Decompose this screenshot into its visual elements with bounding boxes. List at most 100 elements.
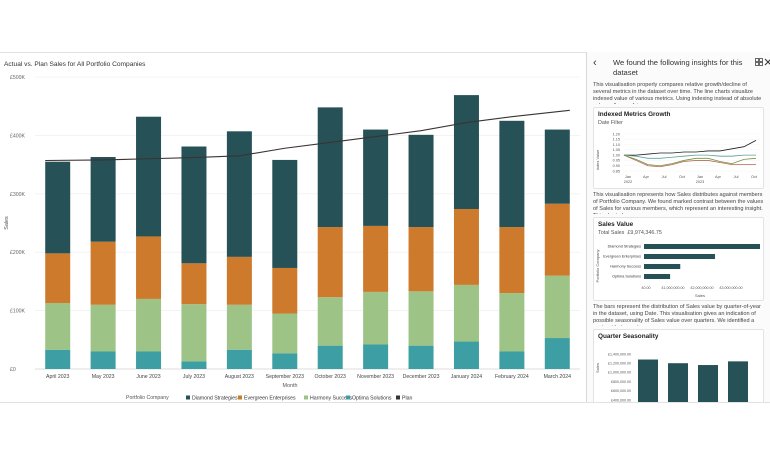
qs-bar[interactable] — [668, 363, 688, 402]
bar-segment[interactable] — [181, 146, 207, 264]
legend-swatch[interactable] — [346, 395, 350, 400]
bar-segment[interactable] — [90, 241, 116, 305]
legend-swatch[interactable] — [396, 395, 400, 400]
bar-segment[interactable] — [499, 120, 525, 228]
bar-segment[interactable] — [181, 263, 207, 305]
bar-segment[interactable] — [453, 341, 479, 369]
insight-card-indexed-metrics[interactable]: Indexed Metrics Growth Date Filter Index… — [593, 107, 764, 189]
bar-segment[interactable] — [226, 256, 252, 305]
bar-segment[interactable] — [226, 349, 252, 369]
bar-segment[interactable] — [408, 345, 434, 369]
bar-segment[interactable] — [317, 297, 343, 346]
bar-segment[interactable] — [90, 351, 116, 369]
bar-segment[interactable] — [45, 161, 71, 254]
bar-segment[interactable] — [45, 303, 71, 350]
x-tick-label: March 2024 — [544, 374, 572, 380]
legend-label[interactable]: Harmony Success — [310, 395, 352, 401]
qs-bar[interactable] — [638, 359, 658, 402]
bar-segment[interactable] — [453, 95, 479, 209]
qs-y-tick: £400,000.00 — [611, 398, 631, 402]
qs-y-tick: £600,000.00 — [611, 389, 631, 393]
insight-card-quarter-seasonality[interactable]: Quarter Seasonality Sales £1,400,000.00 £… — [593, 329, 764, 402]
bar-segment[interactable] — [90, 304, 116, 352]
bar-segment[interactable] — [136, 116, 162, 237]
legend-swatch[interactable] — [238, 395, 242, 400]
legend-label[interactable]: Diamond Strategies — [192, 395, 238, 401]
sv-bar[interactable] — [644, 244, 760, 249]
bar-segment[interactable] — [453, 284, 479, 342]
bar-segment[interactable] — [499, 293, 525, 352]
bar-segment[interactable] — [363, 129, 389, 226]
sv-x-label: Sales — [695, 293, 705, 298]
idx-y-tick: 1.05 — [613, 148, 620, 152]
bar-segment[interactable] — [499, 351, 525, 369]
idx-y-tick: 1.20 — [613, 132, 620, 136]
sv-bar[interactable] — [644, 264, 681, 269]
insights-panel: ‹ We found the following insights for th… — [586, 52, 770, 402]
card-title: Sales Value — [598, 221, 634, 228]
bar-segment[interactable] — [363, 291, 389, 345]
legend-label[interactable]: Evergreen Enterprises — [244, 395, 296, 401]
bar-segment[interactable] — [544, 129, 570, 204]
bar-segment[interactable] — [272, 159, 298, 268]
idx-y-tick: 1.15 — [613, 138, 620, 142]
qs-y-tick: £800,000.00 — [611, 380, 631, 384]
insight-card-sales-value[interactable]: Sales Value Total Sales £9,974,346.75 Po… — [593, 217, 764, 301]
bar-segment[interactable] — [181, 361, 207, 369]
legend-swatch[interactable] — [304, 395, 308, 400]
bar-segment[interactable] — [317, 107, 343, 228]
legend-label[interactable]: Optima Solutions — [352, 395, 392, 401]
bar-segment[interactable] — [136, 236, 162, 299]
sv-category-label: Evergreen Enterprises — [603, 255, 641, 259]
bar-segment[interactable] — [272, 267, 298, 314]
bar-segment[interactable] — [181, 304, 207, 362]
bar-segment[interactable] — [317, 227, 343, 298]
bar-segment[interactable] — [453, 208, 479, 285]
chart-legend[interactable]: Diamond Strategies Evergreen Enterprises H… — [186, 395, 412, 401]
idx-x-tick: Apr — [643, 175, 650, 179]
bar-segment[interactable] — [272, 353, 298, 369]
bar-segment[interactable] — [408, 291, 434, 346]
date-filter-label[interactable]: Date Filter — [598, 120, 623, 126]
bar-segment[interactable] — [136, 351, 162, 369]
qs-bar[interactable] — [698, 365, 718, 402]
bar-segment[interactable] — [499, 227, 525, 294]
idx-x-tick: Jul — [662, 175, 667, 179]
bar-segment[interactable] — [317, 345, 343, 369]
sales-value-bar-chart: Portfolio Company Diamond Strategies Ever… — [595, 244, 760, 298]
bar-segment[interactable] — [226, 131, 252, 257]
total-sales-label: Total Sales — [598, 230, 625, 236]
bar-segment[interactable] — [544, 338, 570, 369]
bar-segment[interactable] — [408, 227, 434, 292]
idx-x-tick: Oct — [679, 175, 686, 179]
legend-label[interactable]: Plan — [402, 395, 412, 401]
bar-segment[interactable] — [363, 225, 389, 292]
qs-y-ticks: £1,400,000.00 £1,200,000.00 £1,000,000.00 £… — [608, 352, 631, 402]
bar-segment[interactable] — [226, 304, 252, 350]
bar-segment[interactable] — [272, 313, 298, 354]
qs-bar[interactable] — [728, 361, 748, 402]
grid-icon[interactable] — [755, 58, 763, 66]
panel-title: We found the following insights for this… — [613, 58, 743, 77]
x-tick-label: July 2023 — [183, 374, 205, 380]
sv-x-tick: £2,000,000.00 — [691, 286, 714, 290]
sv-bar[interactable] — [644, 274, 671, 279]
close-icon[interactable] — [764, 58, 770, 66]
bar-segment[interactable] — [363, 344, 389, 369]
legend-swatch[interactable] — [186, 395, 190, 400]
bar-segment[interactable] — [408, 134, 434, 228]
sv-bar[interactable] — [644, 254, 716, 259]
idx-series-lines — [623, 139, 757, 168]
panel-header: ‹ We found the following insights for th… — [587, 52, 770, 82]
bar-segment[interactable] — [45, 253, 71, 304]
card-title: Indexed Metrics Growth — [598, 111, 671, 118]
bar-segment[interactable] — [136, 298, 162, 352]
bar-segment[interactable] — [45, 349, 71, 369]
y-tick-label: £300K — [10, 192, 26, 198]
bar-segment[interactable] — [544, 275, 570, 339]
y-tick-label: £100K — [10, 309, 26, 315]
bar-segment[interactable] — [90, 157, 116, 242]
y-tick-label: £500K — [10, 75, 26, 81]
chevron-left-icon[interactable]: ‹ — [593, 57, 597, 69]
bar-segment[interactable] — [544, 203, 570, 276]
